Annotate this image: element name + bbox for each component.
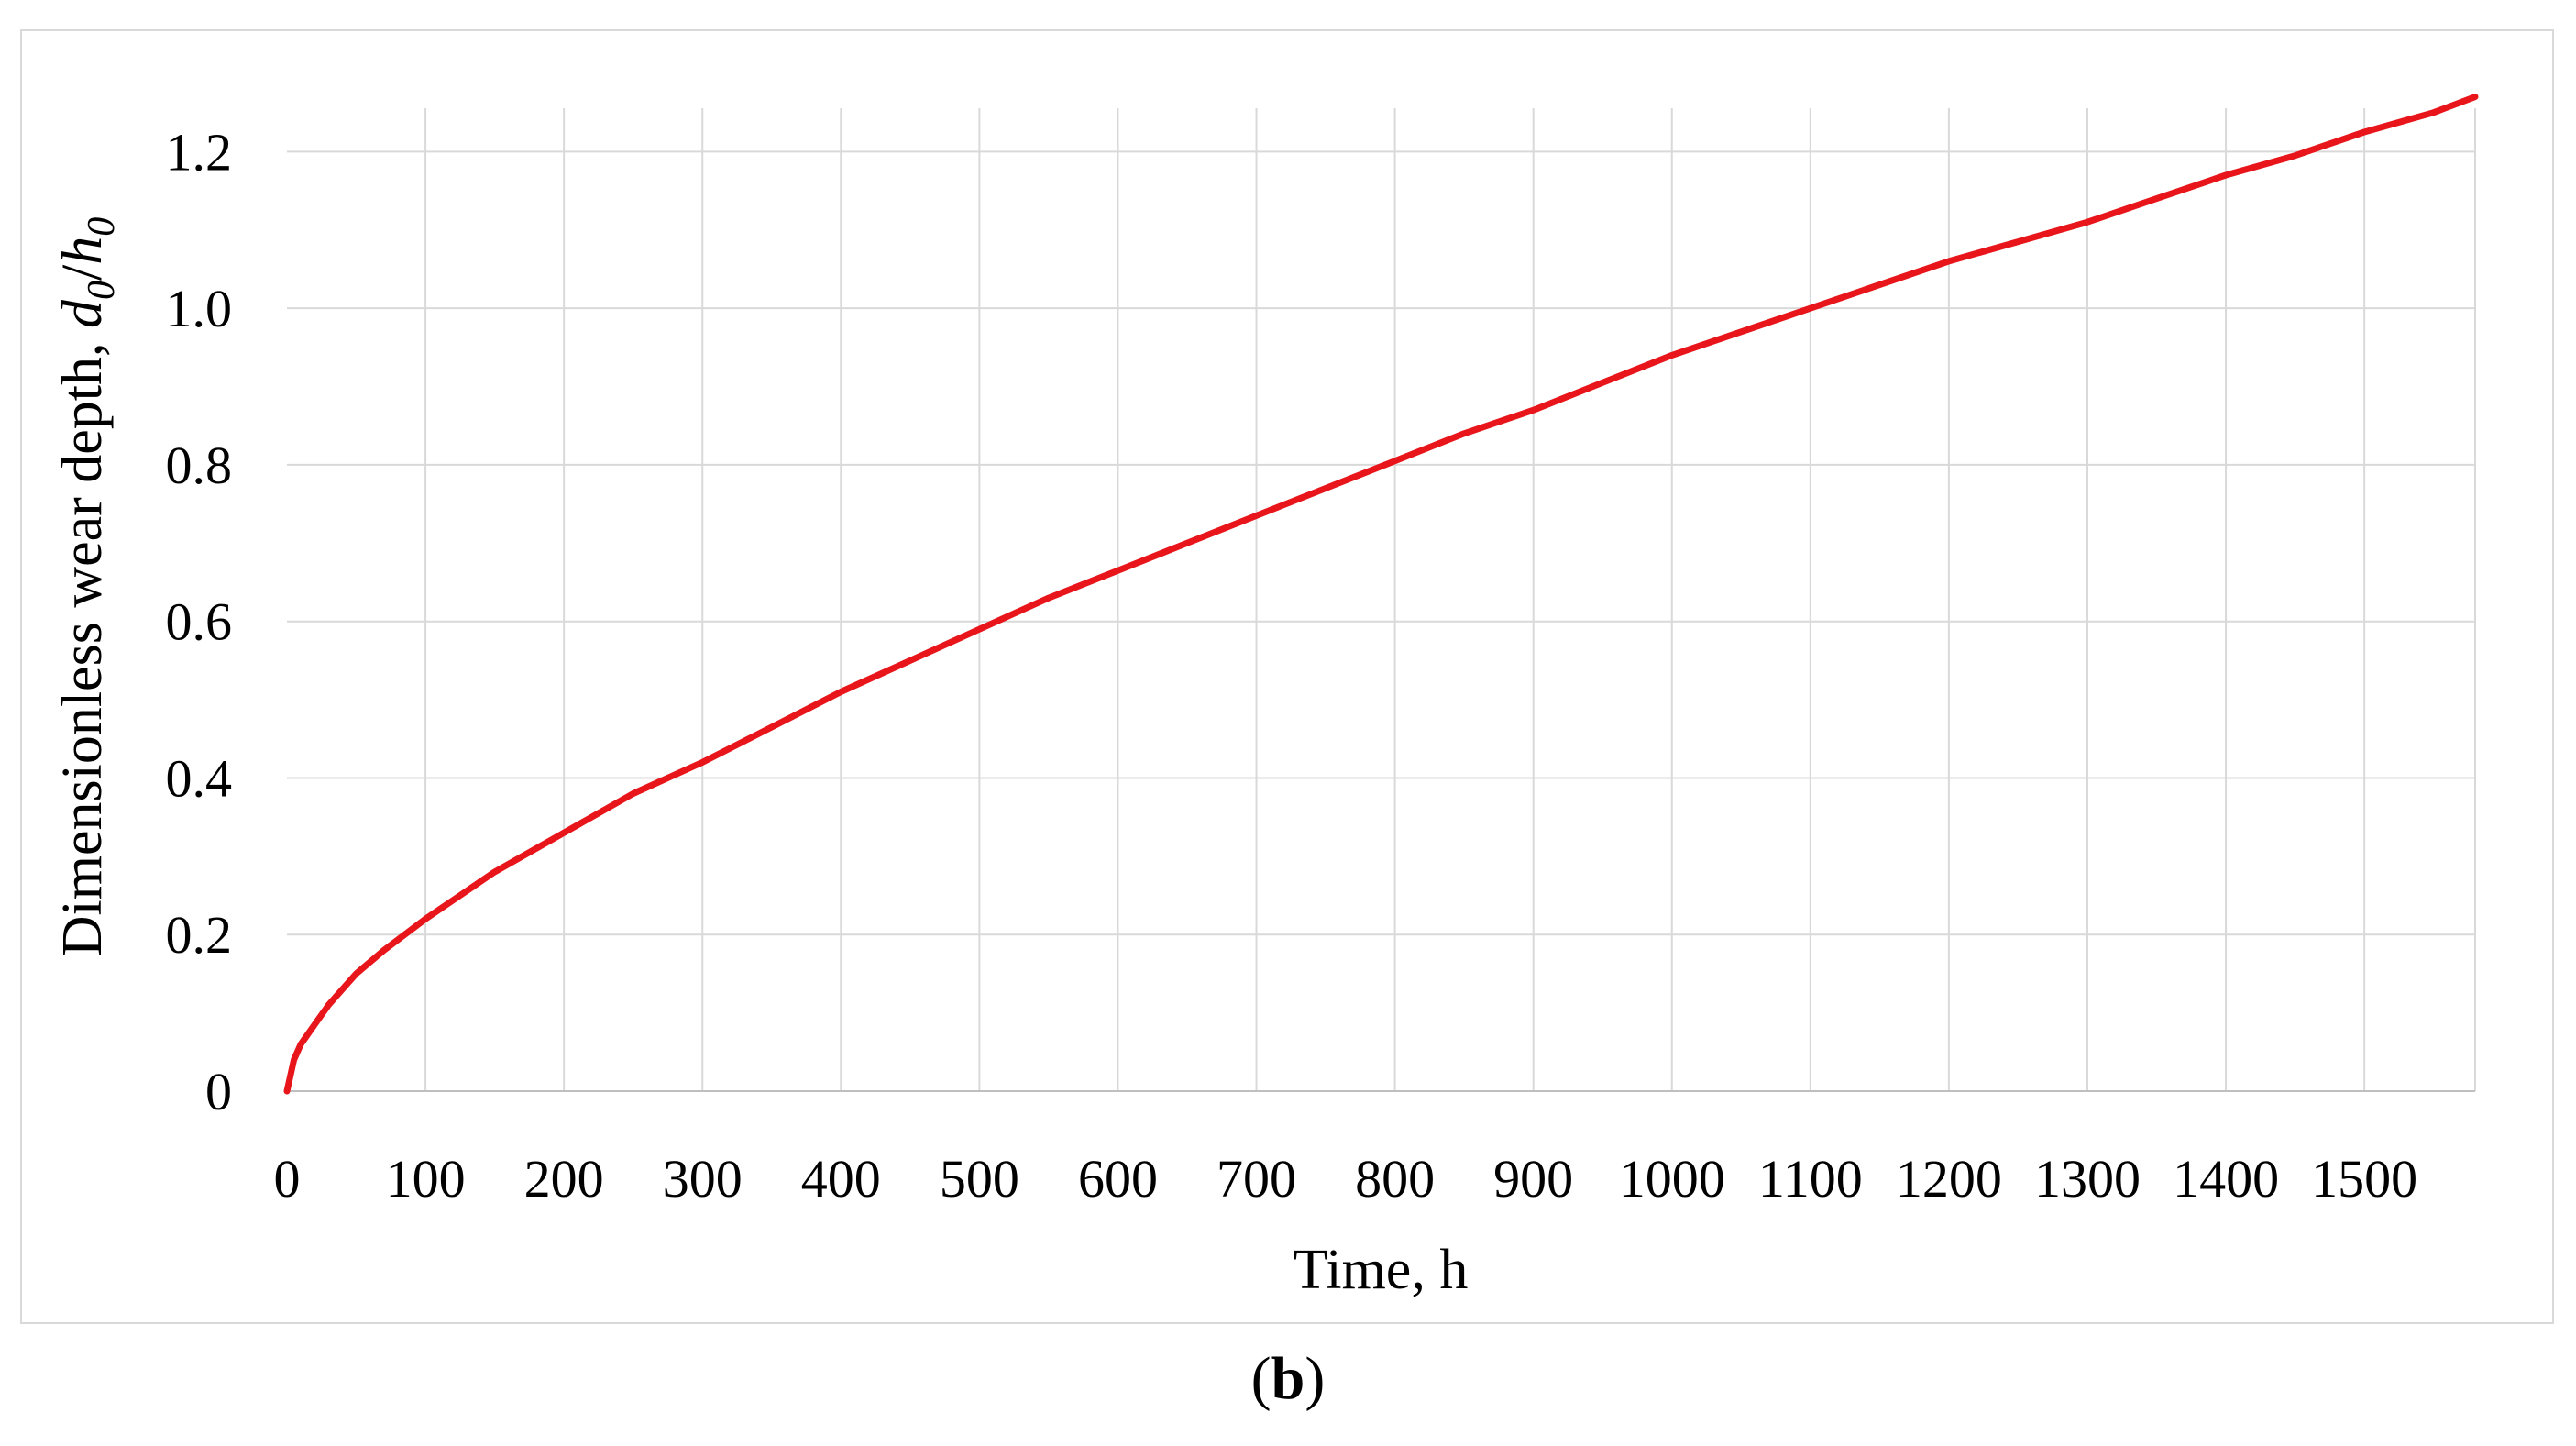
x-tick-label: 800 xyxy=(1355,1149,1435,1209)
x-tick-label: 1100 xyxy=(1758,1149,1863,1209)
y-tick-label: 0.4 xyxy=(166,748,233,808)
x-tick-label: 1000 xyxy=(1619,1149,1725,1209)
y-tick-labels: 0 0.2 0.4 0.6 0.8 1.0 1.2 xyxy=(166,122,233,1121)
x-tick-label: 900 xyxy=(1493,1149,1573,1209)
y-axis-title-num-sub: 0 xyxy=(81,281,123,300)
x-tick-label: 0 xyxy=(274,1149,301,1209)
gridlines xyxy=(287,108,2476,1092)
y-tick-label: 1.2 xyxy=(166,122,233,182)
series-line xyxy=(283,94,2479,1095)
y-axis-title-den-sub: 0 xyxy=(81,217,123,237)
y-axis-title-den: h xyxy=(51,237,114,265)
y-tick-label: 1.0 xyxy=(166,279,233,338)
x-axis-title: Time, h xyxy=(1294,1239,1469,1301)
panel-label: (b) xyxy=(1250,1345,1326,1412)
x-tick-label: 1200 xyxy=(1896,1149,2002,1209)
x-tick-label: 1300 xyxy=(2034,1149,2141,1209)
x-tick-label: 500 xyxy=(940,1149,1019,1209)
x-tick-label: 100 xyxy=(386,1149,466,1209)
y-axis-title-prefix: Dimensionless wear depth, xyxy=(51,328,114,956)
y-axis-title-num: d xyxy=(51,299,114,328)
x-tick-label: 400 xyxy=(801,1149,881,1209)
series-group xyxy=(283,94,2479,1095)
panel-label-letter: b xyxy=(1271,1345,1305,1412)
y-tick-label: 0.6 xyxy=(166,592,233,652)
x-tick-label: 200 xyxy=(524,1149,604,1209)
y-axis-title-slash: / xyxy=(51,264,114,281)
x-tick-label: 700 xyxy=(1216,1149,1296,1209)
x-tick-label: 1500 xyxy=(2311,1149,2417,1209)
y-axis-title: Dimensionless wear depth, d0/h0 xyxy=(51,217,123,957)
x-tick-label: 1400 xyxy=(2173,1149,2279,1209)
x-tick-label: 300 xyxy=(663,1149,743,1209)
y-tick-label: 0.2 xyxy=(166,905,233,965)
x-tick-label: 600 xyxy=(1078,1149,1158,1209)
chart-frame xyxy=(20,29,2554,1324)
x-tick-labels: 0 100 200 300 400 500 600 700 800 900 1000 1100 1200… xyxy=(274,1149,2418,1209)
y-tick-label: 0.8 xyxy=(166,436,233,495)
y-tick-label: 0 xyxy=(205,1062,232,1121)
